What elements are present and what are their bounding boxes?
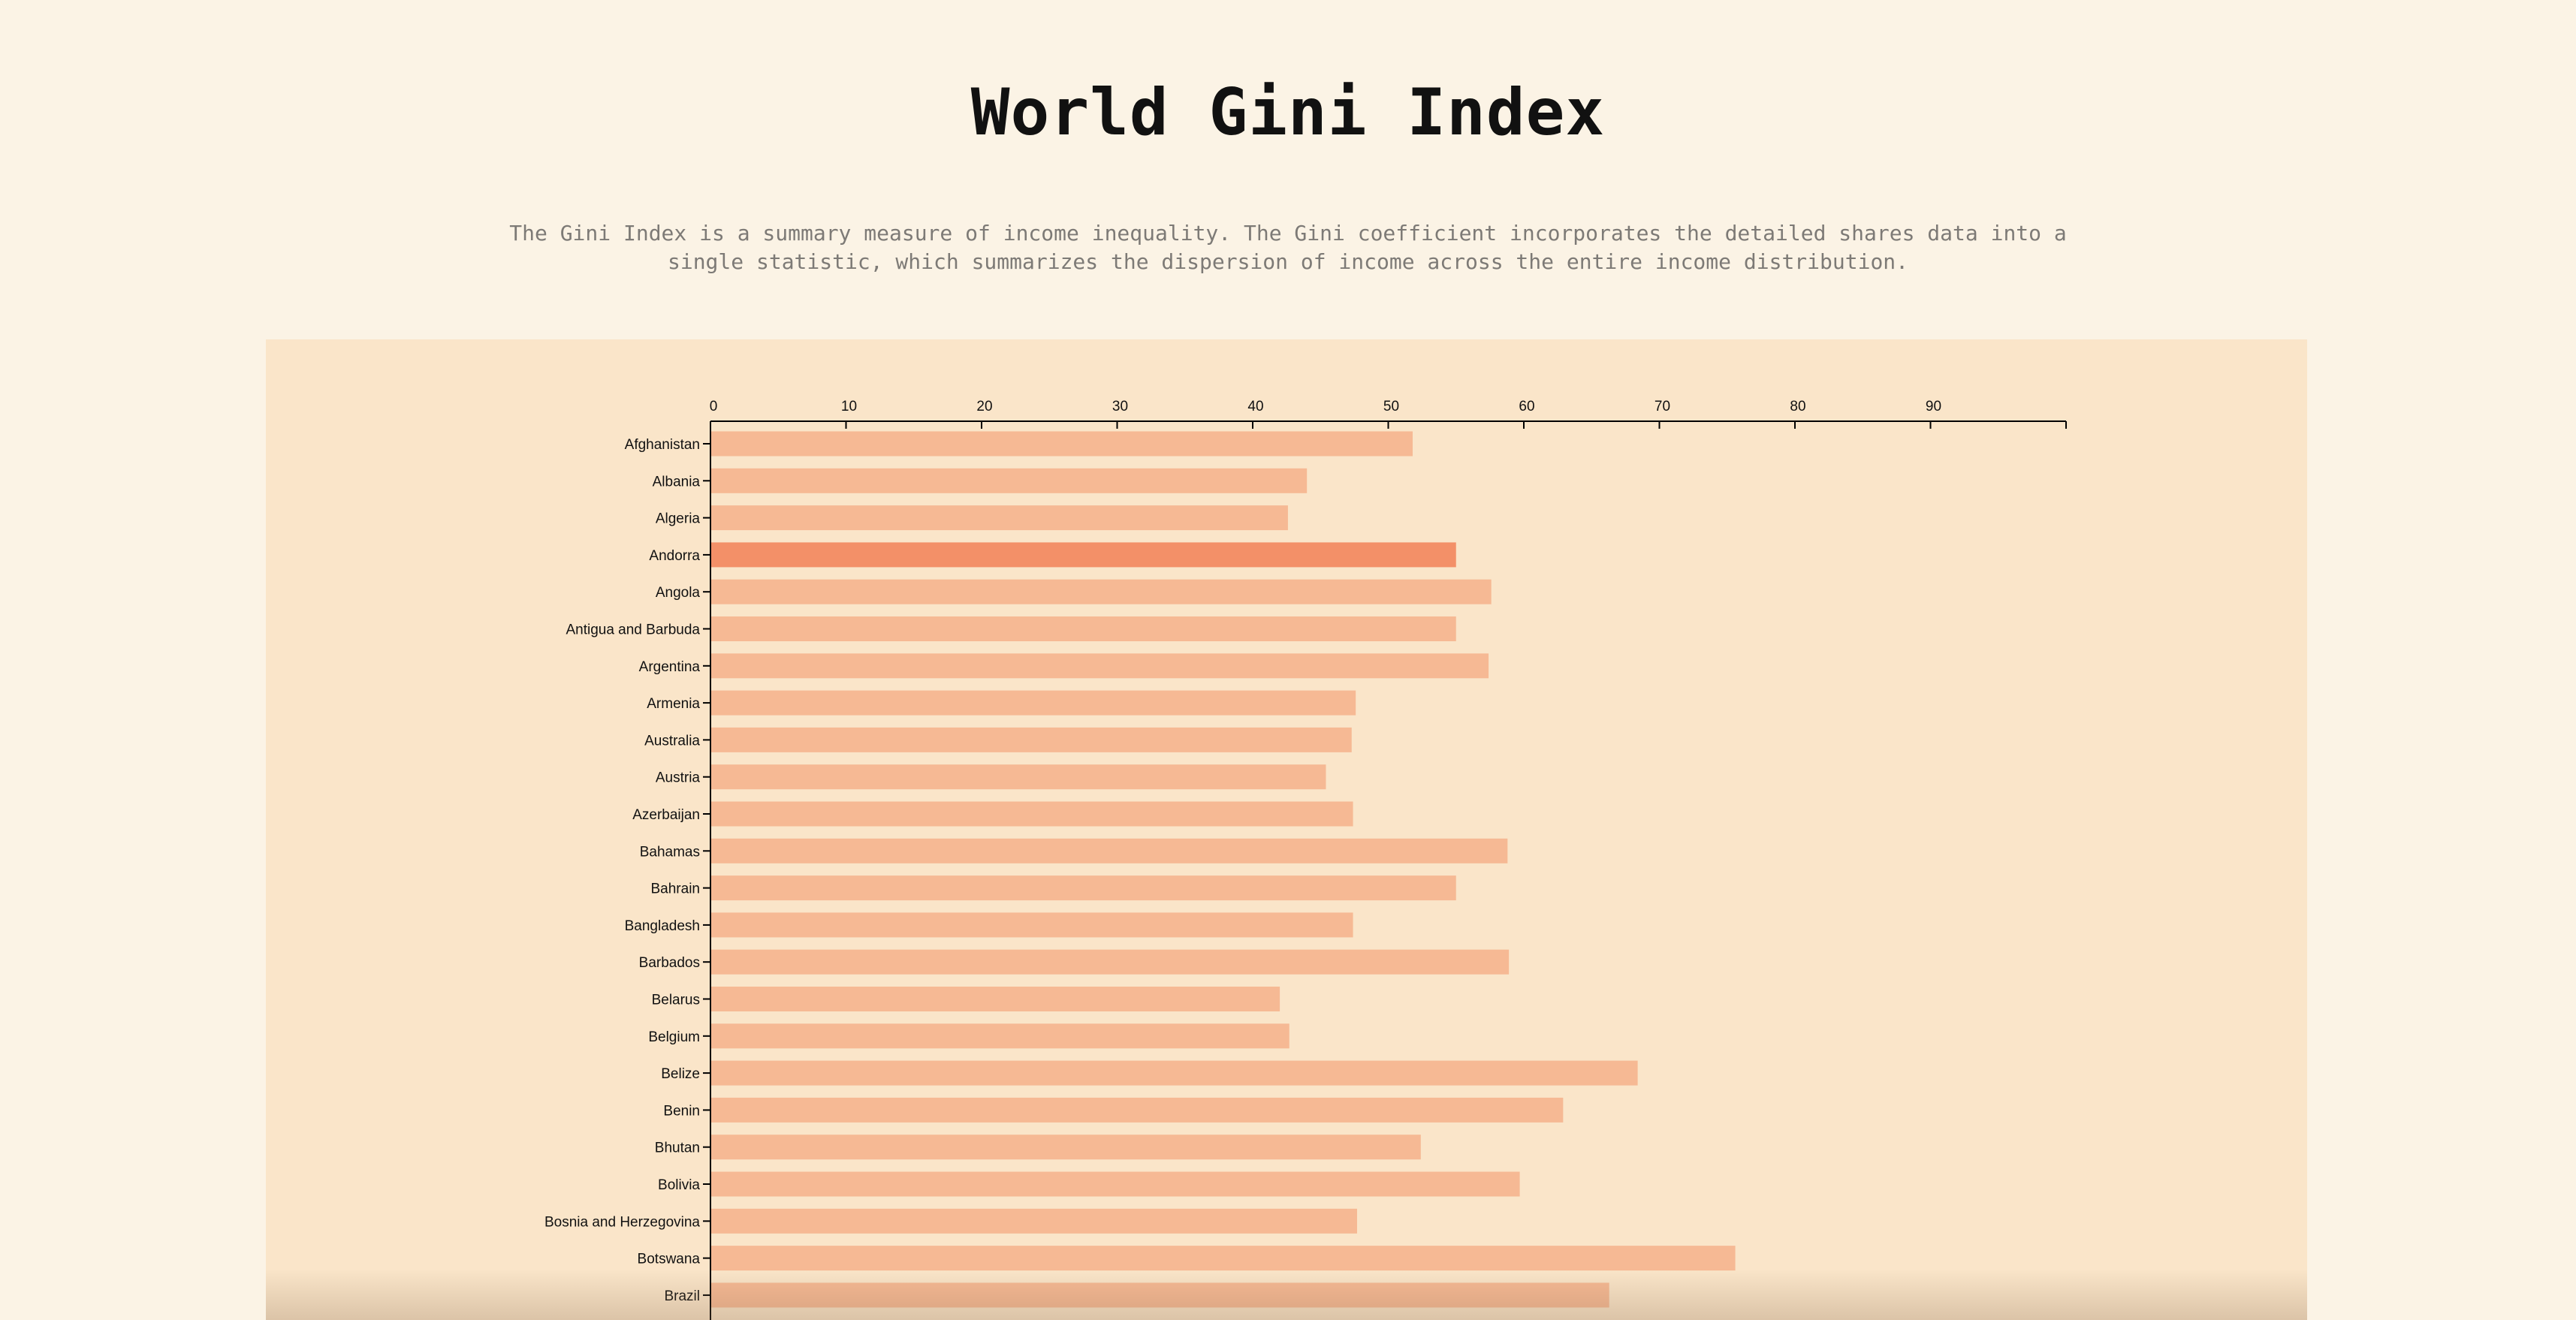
bar-algeria[interactable] [711, 505, 1288, 531]
y-tick-label: Bosnia and Herzegovina [544, 1214, 700, 1230]
page-description: The Gini Index is a summary measure of i… [509, 221, 2067, 274]
chart-panel: 0 10 20 30 40 50 60 70 80 90 Afghanistan Albania Al… [266, 339, 2307, 1320]
y-tick-label: Bahamas [640, 844, 700, 860]
bar-austria[interactable] [711, 764, 1326, 790]
bar-azerbaijan[interactable] [711, 801, 1353, 827]
x-tick-label: 50 [1383, 399, 1399, 414]
bar-argentina[interactable] [711, 653, 1489, 679]
y-tick-label: Belize [661, 1066, 700, 1082]
x-tick-label: 30 [1112, 399, 1128, 414]
y-tick-label: Andorra [649, 548, 700, 564]
bar-bhutan[interactable] [711, 1135, 1421, 1160]
y-tick-label: Brazil [664, 1288, 700, 1304]
bar-antigua-and-barbuda[interactable] [711, 616, 1456, 641]
y-tick-label: Benin [663, 1103, 700, 1119]
x-tick-label: 40 [1247, 399, 1263, 414]
bar-belarus[interactable] [711, 987, 1280, 1011]
bar-albania[interactable] [711, 468, 1308, 493]
bar-bolivia[interactable] [711, 1171, 1520, 1197]
gini-bar-chart: 0 10 20 30 40 50 60 70 80 90 Afghanistan Albania Al… [544, 399, 2067, 1320]
bar-barbados[interactable] [711, 949, 1510, 975]
bar-brazil[interactable] [711, 1282, 1609, 1308]
y-tick-label: Australia [644, 733, 700, 749]
x-tick-label: 80 [1790, 399, 1805, 414]
x-tick-label: 60 [1519, 399, 1534, 414]
x-tick-label: 0 [710, 399, 718, 414]
bar-afghanistan[interactable] [711, 431, 1413, 457]
y-axis: Afghanistan Albania Algeria Andorra Angola An… [544, 421, 711, 1320]
y-tick-label: Armenia [647, 696, 700, 712]
bar-bangladesh[interactable] [711, 912, 1353, 938]
y-tick-label: Belgium [648, 1029, 700, 1045]
y-tick-label: Argentina [639, 659, 701, 675]
y-tick-label: Afghanistan [625, 437, 700, 453]
bars [711, 431, 1736, 1308]
page-title: World Gini Index [970, 75, 1606, 150]
x-tick-label: 10 [841, 399, 857, 414]
bar-australia[interactable] [711, 727, 1352, 752]
bar-bosnia-and-herzegovina[interactable] [711, 1208, 1357, 1234]
x-axis: 0 10 20 30 40 50 60 70 80 90 [710, 399, 2067, 429]
bar-belize[interactable] [711, 1060, 1638, 1086]
y-tick-label: Barbados [639, 955, 700, 971]
y-tick-label: Albania [653, 474, 701, 490]
y-tick-label: Belarus [652, 993, 700, 1008]
y-tick-label: Austria [656, 770, 701, 786]
y-tick-label: Bangladesh [625, 918, 700, 934]
y-tick-label: Antigua and Barbuda [566, 622, 700, 638]
y-tick-label: Botswana [638, 1252, 701, 1267]
bar-andorra[interactable] [711, 542, 1456, 568]
bar-angola[interactable] [711, 579, 1492, 604]
y-tick-label: Bahrain [651, 882, 701, 897]
y-tick-label: Azerbaijan [632, 807, 700, 823]
x-tick-label: 20 [976, 399, 992, 414]
bar-botswana[interactable] [711, 1246, 1736, 1271]
y-tick-label: Angola [656, 585, 701, 601]
bar-belgium[interactable] [711, 1023, 1290, 1049]
bar-benin[interactable] [711, 1097, 1564, 1123]
bar-bahrain[interactable] [711, 875, 1456, 901]
bar-armenia[interactable] [711, 690, 1356, 716]
x-tick-label: 90 [1926, 399, 1941, 414]
y-tick-label: Algeria [656, 511, 701, 527]
bar-bahamas[interactable] [711, 838, 1508, 863]
y-tick-label: Bolivia [658, 1177, 700, 1193]
y-tick-label: Bhutan [655, 1141, 700, 1156]
x-tick-label: 70 [1654, 399, 1670, 414]
